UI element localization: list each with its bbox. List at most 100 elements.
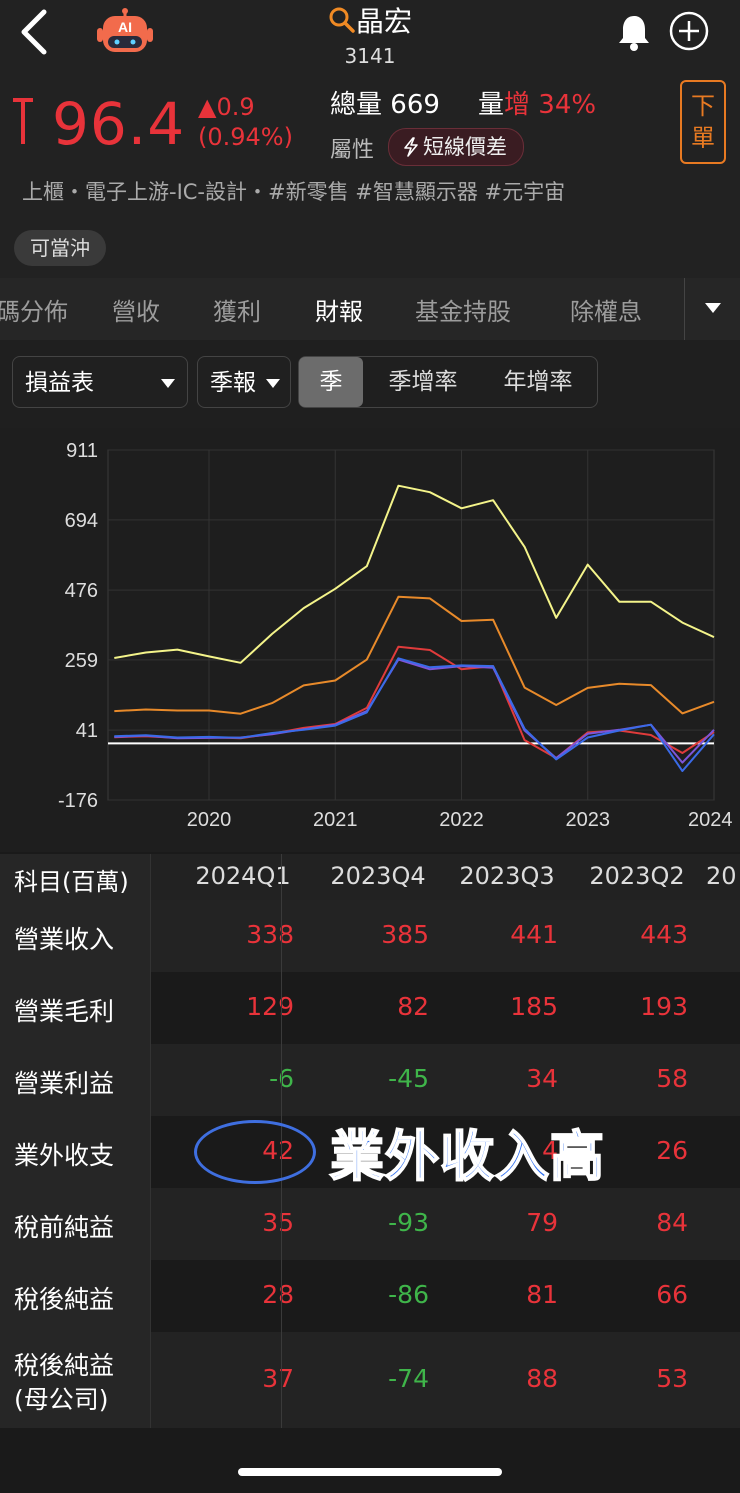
statement-select[interactable]: 損益表 <box>12 356 188 408</box>
table-cell: -6 <box>269 1064 294 1093</box>
row-label-cell: 稅後純益 (母公司) <box>0 1332 151 1428</box>
table-row[interactable]: 營業利益 -6 -45 34 58 <box>0 1044 740 1116</box>
tab-dividends[interactable]: 除權息 <box>570 298 642 326</box>
caret-down-icon <box>266 379 280 388</box>
alert-button[interactable] <box>614 12 654 52</box>
table-header-label: 科目(百萬) <box>14 868 129 896</box>
table-row[interactable]: 業外收支 42 4 26 <box>0 1116 740 1188</box>
bell-icon <box>619 16 649 51</box>
price-change: ▲0.9 (0.94%) <box>198 92 293 152</box>
tab-revenue[interactable]: 營收 <box>112 298 160 326</box>
y-tick-label: 259 <box>65 650 98 672</box>
table-cell: -45 <box>388 1064 429 1093</box>
volume-label: 總量 <box>330 90 383 120</box>
change-percent: (0.94%) <box>198 123 293 151</box>
row-label: 營業利益 <box>14 1069 115 1098</box>
search-icon <box>329 7 355 33</box>
x-tick-label: 2023 <box>566 809 611 831</box>
period-select[interactable]: 季報 <box>197 356 291 408</box>
industry-tags[interactable]: 上櫃・電子上游-IC-設計・#新零售 #智慧顯示器 #元宇宙 <box>22 180 566 204</box>
change-value: ▲0.9 <box>198 93 255 121</box>
table-cell: 385 <box>381 920 429 949</box>
lightning-icon <box>404 137 418 157</box>
table-cell: 185 <box>510 992 558 1021</box>
column-header[interactable]: 2023Q4 <box>330 862 426 890</box>
row-label: 稅後純益 <box>14 1351 115 1380</box>
table-cell: 35 <box>262 1208 294 1237</box>
table-cell: 28 <box>262 1280 294 1309</box>
table-cell: 34 <box>526 1064 558 1093</box>
segment-quarter[interactable]: 季 <box>299 357 363 407</box>
table-cell: 26 <box>656 1136 688 1165</box>
last-price: 96.4 <box>52 90 186 158</box>
column-header[interactable]: 2023Q2 <box>589 862 685 890</box>
highlight-ellipse <box>194 1120 316 1184</box>
place-order-button[interactable]: 下 單 <box>680 80 726 164</box>
ai-robot-button[interactable]: AI <box>92 8 158 56</box>
tab-fund-holdings[interactable]: 基金持股 <box>415 298 511 326</box>
table-row[interactable]: 稅後純益 (母公司) 37 -74 88 53 <box>0 1332 740 1428</box>
segment-qoq[interactable]: 季增率 <box>388 369 458 395</box>
stock-title[interactable]: 晶宏 3141 <box>300 0 440 68</box>
row-label: 營業收入 <box>14 925 115 954</box>
row-label-sub: (母公司) <box>14 1385 109 1414</box>
table-cell: 81 <box>526 1280 558 1309</box>
row-label-cell: 業外收支 <box>0 1116 151 1188</box>
vol-inc-value: 34% <box>538 90 597 120</box>
annotation-text: 業外收入高 <box>329 1124 605 1189</box>
x-tick-label: 2024 <box>688 809 733 831</box>
stock-name: 晶宏 <box>355 5 412 38</box>
table-row[interactable]: 營業毛利 129 82 185 193 <box>0 972 740 1044</box>
svg-text:AI: AI <box>118 19 132 35</box>
daytrade-badge: 可當沖 <box>14 230 106 266</box>
table-cell: 4 <box>542 1136 558 1165</box>
table-cell: 58 <box>656 1064 688 1093</box>
table-cell: 338 <box>246 920 294 949</box>
financial-chart: 911 694 476 259 41 -176 2020 2021 2022 2023 2024 <box>0 428 740 852</box>
vol-inc-label: 量 <box>478 90 505 120</box>
period-select-value: 季報 <box>210 370 256 396</box>
column-header[interactable]: 2024Q1 <box>195 862 291 890</box>
column-header[interactable]: 20 <box>706 862 737 890</box>
series-line-0 <box>114 484 715 664</box>
y-tick-label: -176 <box>58 790 98 812</box>
tab-bar: 碼分佈 營收 獲利 財報 基金持股 除權息 <box>0 278 740 341</box>
table-cell: -74 <box>388 1364 429 1393</box>
order-label-1: 下 <box>691 92 715 120</box>
table-cell: 441 <box>510 920 558 949</box>
table-cell: -86 <box>388 1280 429 1309</box>
tab-profit[interactable]: 獲利 <box>213 298 261 326</box>
tab-chip-distribution[interactable]: 碼分佈 <box>0 298 68 326</box>
table-cell: 84 <box>656 1208 688 1237</box>
column-header[interactable]: 2023Q3 <box>459 862 555 890</box>
stock-header: AI 晶宏 3141 96.4 ▲0.9 (0.94%) 總量 669 量增 3… <box>0 0 740 280</box>
tab-more-button[interactable] <box>684 278 740 340</box>
attribute-tag[interactable]: 短線價差 <box>388 128 524 166</box>
line-chart: 911 694 476 259 41 -176 2020 2021 2022 2023 2024 <box>58 440 733 831</box>
table-cell: 66 <box>656 1280 688 1309</box>
table-cell: 79 <box>526 1208 558 1237</box>
row-label-cell: 營業收入 <box>0 900 151 972</box>
back-button[interactable] <box>14 6 54 56</box>
x-tick-label: 2020 <box>187 809 232 831</box>
segment-yoy[interactable]: 年增率 <box>503 369 573 395</box>
row-label-cell: 營業毛利 <box>0 972 151 1044</box>
total-volume: 總量 669 <box>330 84 440 121</box>
vol-inc-label-red: 增 <box>504 90 531 120</box>
caret-down-icon <box>705 303 721 313</box>
table-header-row: 科目(百萬) 2024Q1 2023Q4 2023Q3 2023Q2 20 <box>0 854 740 900</box>
volume-increase: 量增 34% <box>478 84 596 121</box>
metric-segmented-control: 季 季增率 年增率 <box>298 356 598 408</box>
tab-financials[interactable]: 財報 <box>315 298 363 326</box>
table-row[interactable]: 稅後純益 28 -86 81 66 <box>0 1260 740 1332</box>
table-row[interactable]: 稅前純益 35 -93 79 84 <box>0 1188 740 1260</box>
row-label-cell: 稅前純益 <box>0 1188 151 1260</box>
add-watchlist-button[interactable] <box>668 10 710 52</box>
statement-select-value: 損益表 <box>25 370 94 396</box>
y-tick-label: 41 <box>76 720 98 742</box>
row-label-cell: 營業利益 <box>0 1044 151 1116</box>
attribute-tag-label: 短線價差 <box>423 135 507 159</box>
table-row[interactable]: 營業收入 338 385 441 443 <box>0 900 740 972</box>
y-tick-label: 694 <box>65 510 98 532</box>
row-label: 營業毛利 <box>14 997 115 1026</box>
